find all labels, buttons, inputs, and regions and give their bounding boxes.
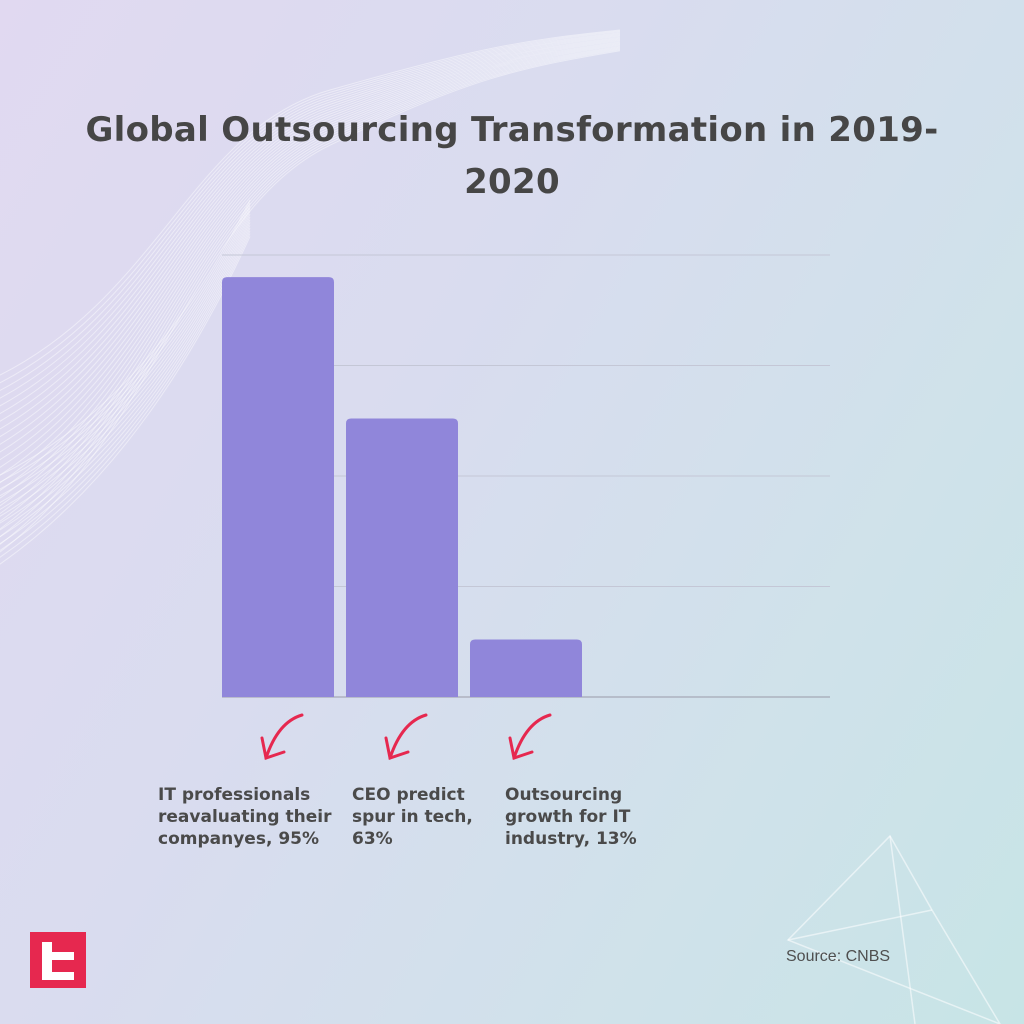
category-label: IT professionals reavaluating their comp… (158, 785, 332, 849)
category-label: CEO predict spur in tech, 63% (352, 785, 473, 849)
category-label: Outsourcing growth for IT industry, 13% (505, 785, 637, 849)
chart-title: Global Outsourcing Transformation in 201… (85, 110, 939, 202)
brand-logo-icon (30, 932, 86, 988)
bar (346, 418, 458, 697)
bar (470, 639, 582, 697)
source-note: Source: CNBS (786, 948, 891, 965)
arrow-icon (260, 713, 304, 760)
arrow-icon (384, 713, 428, 760)
bar (222, 277, 334, 697)
arrow-icon (508, 713, 552, 760)
